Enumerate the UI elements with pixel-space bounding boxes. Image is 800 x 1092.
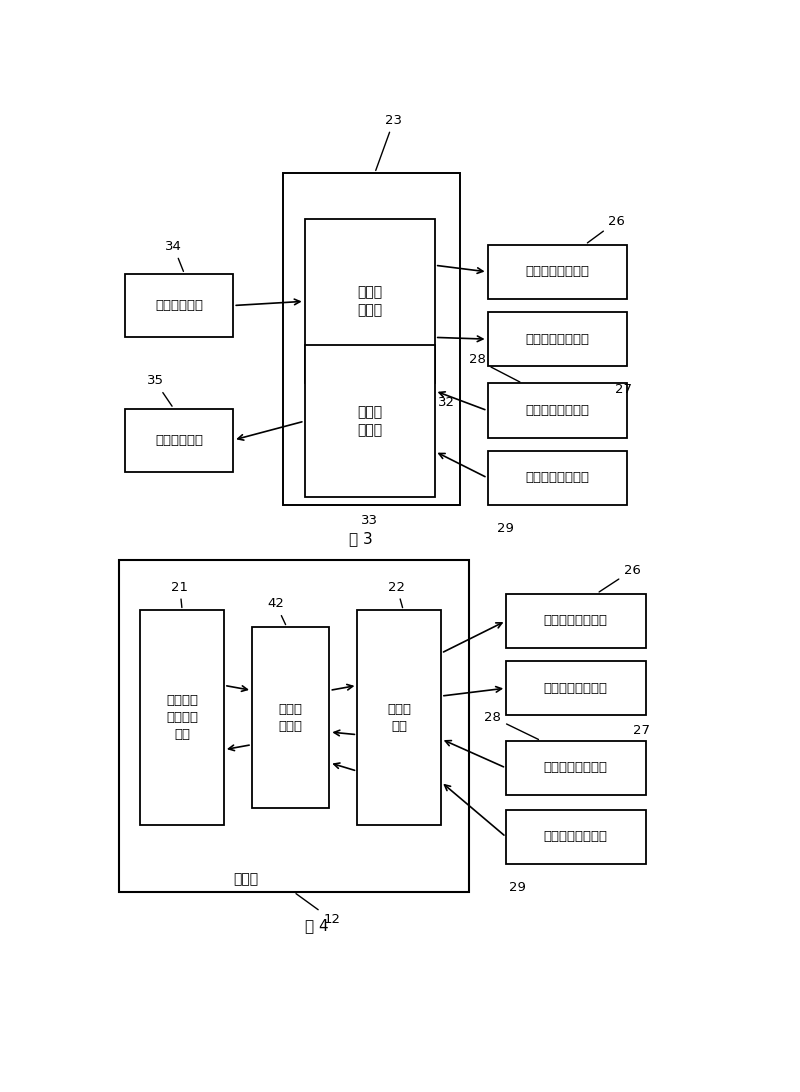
- Text: 42: 42: [267, 597, 286, 625]
- Text: 27: 27: [634, 724, 650, 737]
- Text: 备用通道发送接口: 备用通道发送接口: [544, 681, 608, 695]
- Text: 图 3: 图 3: [349, 532, 372, 546]
- Bar: [358, 610, 441, 824]
- Text: 33: 33: [362, 513, 378, 526]
- Text: 图 4: 图 4: [305, 918, 329, 934]
- Bar: [487, 245, 627, 299]
- Text: 21: 21: [171, 581, 188, 607]
- Text: 32: 32: [438, 396, 455, 408]
- Text: 28: 28: [485, 711, 538, 739]
- Text: 物理层
电路: 物理层 电路: [387, 702, 411, 733]
- Text: 34: 34: [165, 240, 183, 272]
- Text: 二选一
选择器: 二选一 选择器: [357, 405, 382, 437]
- Text: 业务板: 业务板: [233, 873, 258, 887]
- Text: 27: 27: [614, 383, 632, 396]
- Text: 28: 28: [469, 354, 520, 382]
- Text: 主用通道接收接口: 主用通道接收接口: [544, 761, 608, 774]
- Text: 内部接收接口: 内部接收接口: [155, 299, 203, 312]
- Text: 内部发送接口: 内部发送接口: [155, 434, 203, 447]
- Text: 35: 35: [146, 375, 172, 406]
- Text: 26: 26: [599, 563, 641, 592]
- Bar: [506, 740, 646, 795]
- Text: 一驱二
驱动器: 一驱二 驱动器: [357, 285, 382, 318]
- Bar: [487, 451, 627, 506]
- Bar: [283, 173, 459, 506]
- Text: 12: 12: [296, 893, 340, 926]
- Text: 22: 22: [388, 581, 406, 607]
- Bar: [252, 627, 330, 808]
- Text: 主用通道发送接口: 主用通道发送接口: [544, 615, 608, 627]
- Text: 双发选
收电路: 双发选 收电路: [278, 702, 302, 733]
- Text: 备用通道接收接口: 备用通道接收接口: [544, 830, 608, 843]
- Bar: [506, 594, 646, 649]
- Bar: [487, 312, 627, 367]
- Bar: [305, 345, 435, 497]
- Bar: [487, 383, 627, 438]
- Bar: [125, 274, 234, 337]
- Bar: [118, 560, 469, 892]
- Bar: [125, 408, 234, 472]
- Bar: [506, 661, 646, 715]
- Bar: [140, 610, 224, 824]
- Text: 主用通道发送接口: 主用通道发送接口: [526, 265, 590, 278]
- Bar: [305, 219, 435, 383]
- Text: 26: 26: [587, 215, 626, 242]
- Text: 29: 29: [510, 881, 526, 894]
- Bar: [506, 809, 646, 864]
- Text: 29: 29: [497, 522, 514, 535]
- Text: 主用通道接收接口: 主用通道接收接口: [526, 404, 590, 417]
- Text: 备用通道发送接口: 备用通道发送接口: [526, 333, 590, 346]
- Text: 23: 23: [376, 114, 402, 170]
- Text: 备用通道接收接口: 备用通道接收接口: [526, 472, 590, 485]
- Text: 业务板内
其他电路
模块: 业务板内 其他电路 模块: [166, 695, 198, 741]
